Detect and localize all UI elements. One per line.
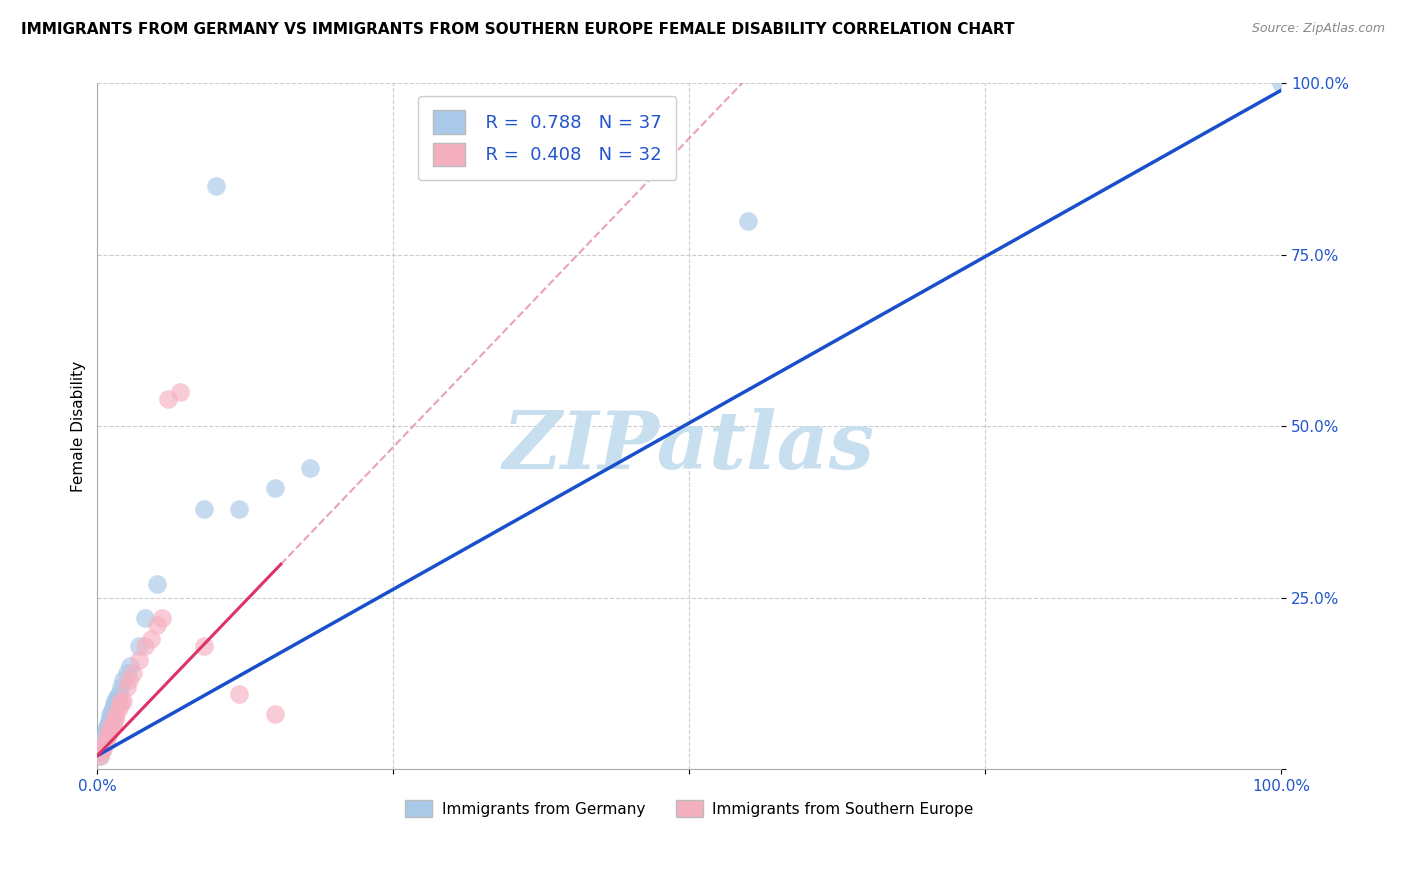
Point (104, 711, 127, 725)
Point (145, 618, 167, 632)
Point (97, 717, 120, 731)
Point (128, 639, 150, 653)
Point (228, 501, 250, 516)
Point (139, 632, 162, 646)
Point (193, 501, 215, 516)
Point (101, 700, 124, 714)
Point (90, 745, 112, 759)
Legend: Immigrants from Germany, Immigrants from Southern Europe: Immigrants from Germany, Immigrants from… (399, 794, 980, 823)
Point (107, 700, 129, 714)
Point (157, 392, 180, 406)
Point (91, 741, 114, 756)
Point (110, 694, 132, 708)
Point (94, 724, 117, 739)
Point (103, 697, 125, 711)
Point (134, 611, 156, 625)
Point (107, 690, 129, 705)
Point (90, 745, 112, 759)
Point (193, 639, 215, 653)
Text: IMMIGRANTS FROM GERMANY VS IMMIGRANTS FROM SOUTHERN EUROPE FEMALE DISABILITY COR: IMMIGRANTS FROM GERMANY VS IMMIGRANTS FR… (21, 22, 1015, 37)
Point (100, 721, 122, 735)
Y-axis label: Female Disability: Female Disability (72, 360, 86, 491)
Point (94, 728, 117, 742)
Point (103, 714, 125, 729)
Point (108, 697, 131, 711)
Point (228, 687, 250, 701)
Point (97, 717, 120, 731)
Point (89, 748, 111, 763)
Point (98, 724, 121, 739)
Text: ZIPatlas: ZIPatlas (503, 409, 876, 486)
Point (101, 717, 124, 731)
Point (89, 748, 111, 763)
Point (264, 481, 287, 495)
Point (100, 717, 122, 731)
Point (94, 735, 117, 749)
Point (112, 694, 135, 708)
Point (105, 707, 128, 722)
Point (96, 721, 118, 735)
Point (104, 694, 127, 708)
Point (91, 739, 114, 753)
Point (120, 659, 142, 673)
Point (93, 731, 115, 746)
Point (91, 735, 114, 749)
Point (145, 577, 167, 591)
Point (115, 666, 138, 681)
Point (91, 741, 114, 756)
Point (96, 731, 118, 746)
Point (169, 385, 191, 400)
Point (100, 711, 122, 725)
Point (91, 741, 114, 756)
Point (110, 680, 132, 694)
Point (105, 694, 128, 708)
Point (107, 687, 129, 701)
Point (1270, 77, 1292, 91)
Point (204, 179, 226, 194)
Text: Source: ZipAtlas.com: Source: ZipAtlas.com (1251, 22, 1385, 36)
Point (93, 731, 115, 746)
Point (152, 611, 174, 625)
Point (134, 639, 156, 653)
Point (98, 714, 121, 729)
Point (118, 673, 141, 687)
Point (115, 680, 138, 694)
Point (264, 707, 287, 722)
Point (112, 673, 135, 687)
Point (121, 666, 143, 681)
Point (299, 460, 322, 475)
Point (100, 704, 122, 718)
Point (96, 721, 118, 735)
Point (737, 213, 759, 227)
Point (97, 728, 120, 742)
Point (93, 739, 115, 753)
Point (128, 652, 150, 666)
Point (100, 707, 122, 722)
